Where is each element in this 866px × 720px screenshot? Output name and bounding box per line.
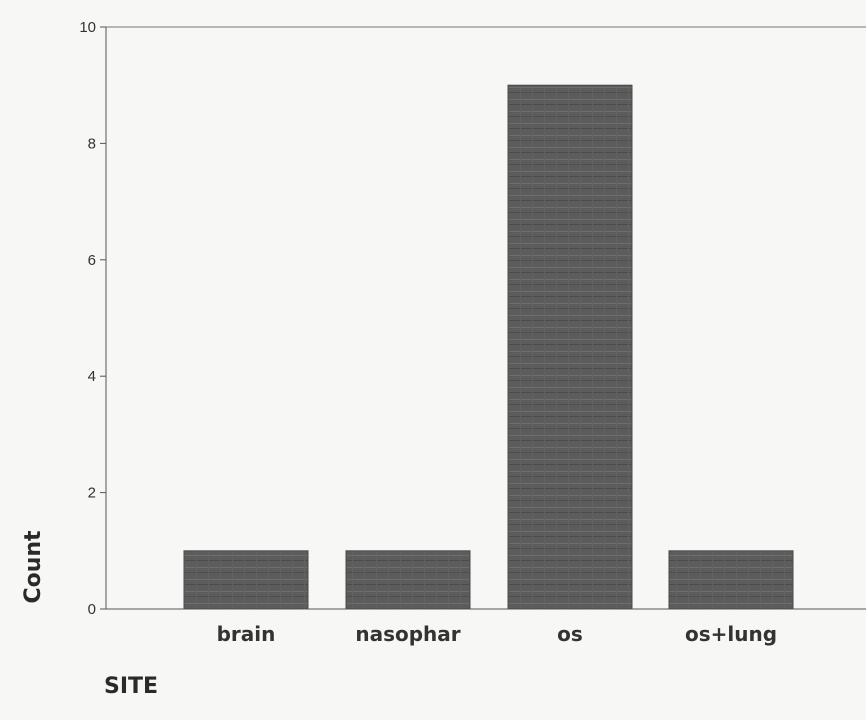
y-tick-label: 8 [88, 135, 96, 152]
x-axis: brain nasophar os os+lung [106, 608, 866, 646]
bar-os [507, 84, 633, 610]
bar-os-lung [668, 550, 794, 610]
y-tick-label: 4 [88, 368, 96, 385]
bar-nasophar [345, 550, 471, 610]
x-tick-label: os+lung [685, 622, 777, 646]
y-axis-title: Count [21, 530, 46, 604]
bars [183, 84, 794, 610]
y-axis: 0 2 4 6 8 10 [79, 19, 107, 618]
y-tick-label: 0 [88, 601, 96, 618]
x-tick-label: brain [217, 622, 276, 646]
y-tick-label: 2 [88, 485, 96, 502]
bar-brain [183, 550, 309, 610]
y-tick-label: 6 [88, 252, 96, 269]
y-tick-label: 10 [79, 19, 96, 36]
x-tick-label: nasophar [355, 622, 460, 646]
x-tick-label: os [557, 622, 583, 646]
x-axis-title: SITE [104, 674, 158, 699]
